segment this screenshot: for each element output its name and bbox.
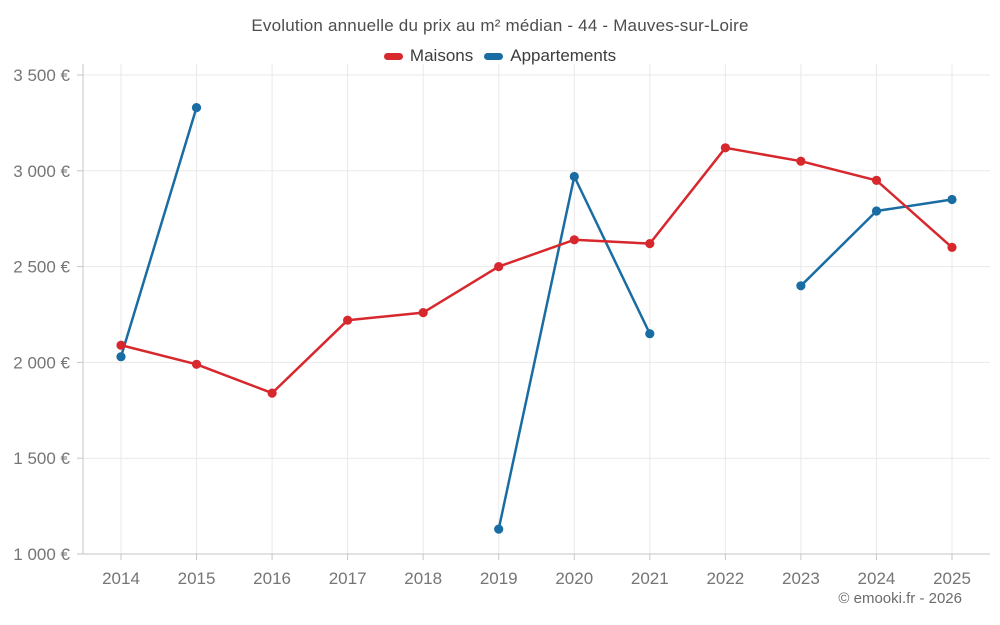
svg-text:2024: 2024 <box>858 569 896 588</box>
data-point-maisons-2025[interactable] <box>947 242 957 252</box>
svg-text:2 500 €: 2 500 € <box>13 258 70 277</box>
legend-item-appartements[interactable]: Appartements <box>484 46 616 66</box>
svg-text:2021: 2021 <box>631 569 669 588</box>
data-point-appartements-2024[interactable] <box>871 206 882 216</box>
svg-text:1 000 €: 1 000 € <box>13 545 70 564</box>
svg-text:2016: 2016 <box>253 569 291 588</box>
data-point-maisons-2016[interactable] <box>267 388 277 398</box>
x-axis-labels: 2014 2015 2016 2017 2018 2019 2020 2021 2022 2023… <box>102 569 971 588</box>
legend-swatch-maisons-icon <box>383 52 403 60</box>
svg-text:2 000 €: 2 000 € <box>13 353 70 372</box>
data-point-appartements-2014[interactable] <box>116 352 126 362</box>
series-maisons <box>116 143 957 398</box>
data-point-appartements-2023[interactable] <box>796 281 806 291</box>
legend-swatch-appartements-icon <box>484 52 504 60</box>
series-appartements <box>116 103 957 534</box>
data-point-appartements-2020[interactable] <box>569 171 579 182</box>
svg-text:2017: 2017 <box>329 569 367 588</box>
svg-text:2014: 2014 <box>102 569 140 588</box>
data-point-appartements-2019[interactable] <box>494 524 504 534</box>
svg-text:2022: 2022 <box>706 569 744 588</box>
chart-legend: Maisons Appartements <box>0 46 1000 66</box>
data-point-appartements-2021[interactable] <box>645 329 655 339</box>
axes <box>77 64 990 560</box>
data-point-maisons-2019[interactable] <box>494 262 504 272</box>
svg-text:2019: 2019 <box>480 569 518 588</box>
data-point-appartements-2025[interactable] <box>947 194 957 205</box>
y-axis-labels: 1 000 € 1 500 € 2 000 € 2 500 € 3 000 € 3 500… <box>13 66 70 564</box>
data-point-maisons-2023[interactable] <box>796 156 806 166</box>
chart-title: Evolution annuelle du prix au m² médian … <box>251 16 749 35</box>
data-point-appartements-2015[interactable] <box>191 103 202 113</box>
gridlines <box>83 64 990 554</box>
data-point-maisons-2022[interactable] <box>720 143 731 153</box>
svg-text:2020: 2020 <box>555 569 593 588</box>
legend-item-maisons[interactable]: Maisons <box>383 46 474 66</box>
data-point-maisons-2014[interactable] <box>116 340 126 350</box>
svg-text:2018: 2018 <box>404 569 442 588</box>
legend-label-maisons: Maisons <box>409 46 474 65</box>
data-point-maisons-2020[interactable] <box>569 235 579 245</box>
data-point-maisons-2017[interactable] <box>343 315 353 325</box>
legend-label-appartements: Appartements <box>510 46 617 65</box>
svg-text:3 000 €: 3 000 € <box>13 162 70 181</box>
data-point-maisons-2024[interactable] <box>871 175 882 185</box>
svg-text:3 500 €: 3 500 € <box>13 66 70 85</box>
svg-text:2015: 2015 <box>178 569 216 588</box>
data-point-maisons-2018[interactable] <box>418 308 428 318</box>
data-point-maisons-2021[interactable] <box>645 239 655 249</box>
svg-text:2025: 2025 <box>933 569 971 588</box>
watermark: © emooki.fr - 2026 <box>838 590 962 607</box>
svg-text:1 500 €: 1 500 € <box>13 449 70 468</box>
svg-text:2023: 2023 <box>782 569 820 588</box>
data-point-maisons-2015[interactable] <box>191 359 202 369</box>
